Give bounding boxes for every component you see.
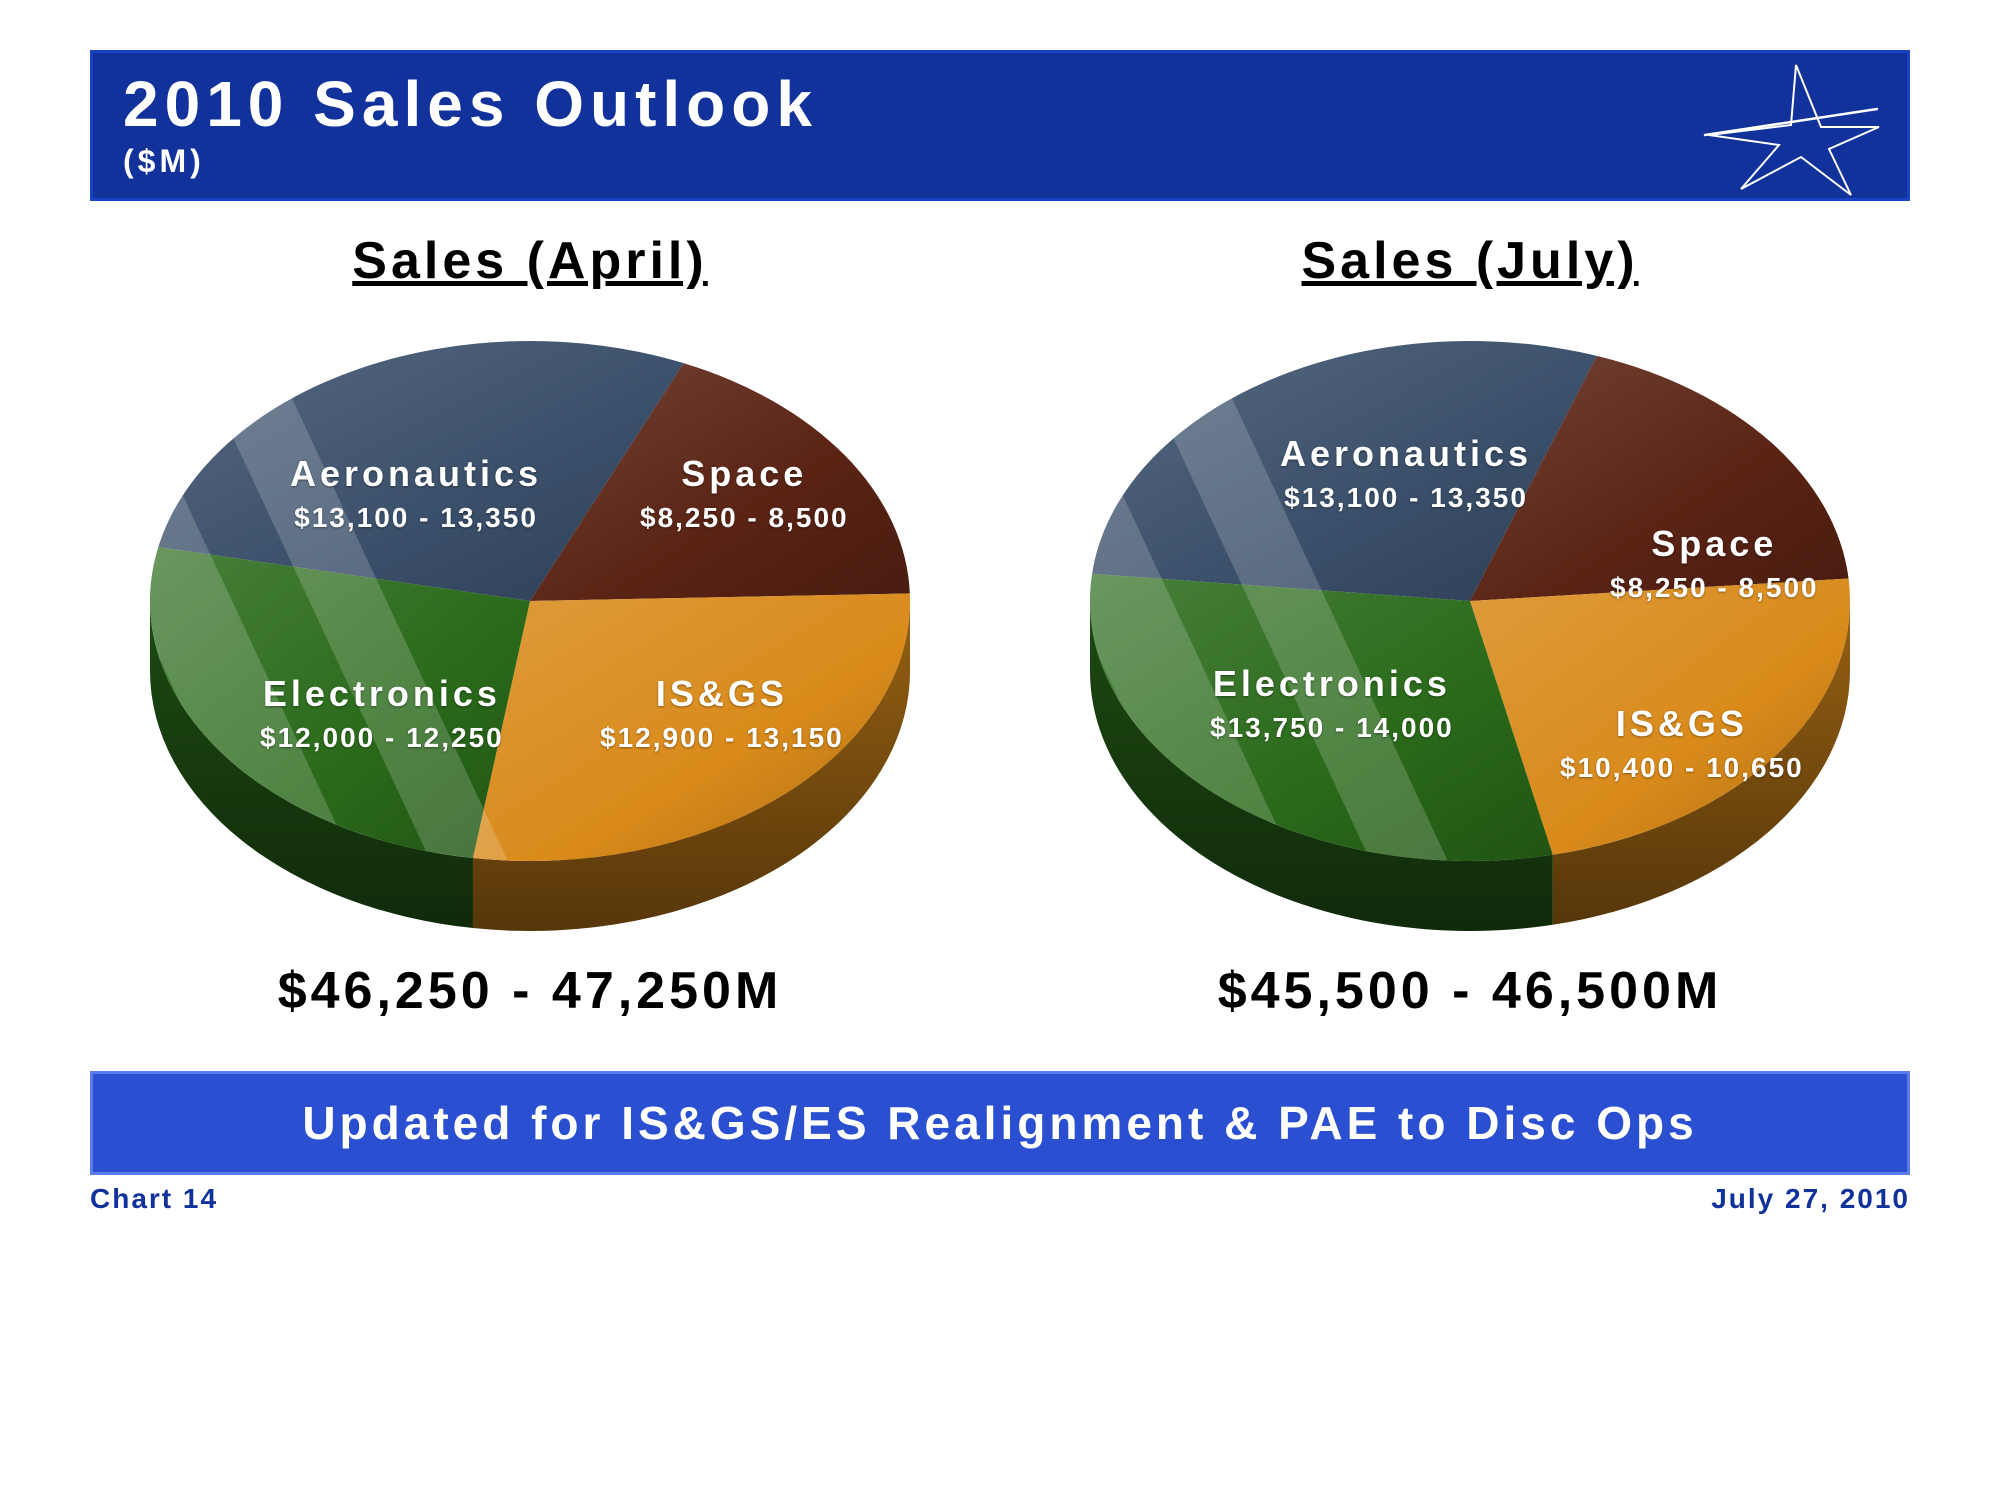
slice-value: $10,400 - 10,650 [1560, 750, 1804, 785]
slice-label: IS&GS $10,400 - 10,650 [1560, 701, 1804, 785]
slice-label: Electronics $13,750 - 14,000 [1210, 661, 1454, 745]
slice-label: IS&GS $12,900 - 13,150 [600, 671, 844, 755]
slice-value: $12,900 - 13,150 [600, 720, 844, 755]
chart-title-left: Sales (April) [110, 231, 950, 291]
slide-title: 2010 Sales Outlook [123, 67, 1877, 141]
chart-april: Sales (April) Aeronautics $13,100 - 13,35… [110, 231, 950, 1021]
footer-bar: Updated for IS&GS/ES Realignment & PAE t… [90, 1071, 1910, 1175]
slice-value: $8,250 - 8,500 [1610, 570, 1819, 605]
slide-subtitle: ($M) [123, 143, 1877, 180]
slide-date: July 27, 2010 [1711, 1183, 1910, 1215]
pie-chart-right: Aeronautics $13,100 - 13,350 Space $8,250 -… [1070, 301, 1870, 921]
slice-value: $13,100 - 13,350 [290, 500, 542, 535]
slide: 2010 Sales Outlook ($M) Sales (April) Ae… [0, 0, 2000, 1500]
slice-value: $12,000 - 12,250 [260, 720, 504, 755]
slice-name: Space [1610, 521, 1819, 566]
slice-name: Electronics [1210, 661, 1454, 706]
slice-value: $13,750 - 14,000 [1210, 710, 1454, 745]
chart-total-left: $46,250 - 47,250M [110, 961, 950, 1021]
slice-label: Space $8,250 - 8,500 [640, 451, 849, 535]
chart-july: Sales (July) Aeronautics $13,100 - 13,350… [1050, 231, 1890, 1021]
slice-name: IS&GS [1560, 701, 1804, 746]
slice-label: Space $8,250 - 8,500 [1610, 521, 1819, 605]
pie-chart-left: Aeronautics $13,100 - 13,350 Space $8,250 -… [130, 301, 930, 921]
slice-value: $8,250 - 8,500 [640, 500, 849, 535]
star-logo-icon [1701, 57, 1881, 197]
meta-row: Chart 14 July 27, 2010 [90, 1183, 1910, 1215]
slice-name: Space [640, 451, 849, 496]
slice-label: Electronics $12,000 - 12,250 [260, 671, 504, 755]
chart-total-right: $45,500 - 46,500M [1050, 961, 1890, 1021]
chart-title-right: Sales (July) [1050, 231, 1890, 291]
chart-number: Chart 14 [90, 1183, 218, 1215]
slice-name: Aeronautics [290, 451, 542, 496]
slice-name: Electronics [260, 671, 504, 716]
title-bar: 2010 Sales Outlook ($M) [90, 50, 1910, 201]
charts-row: Sales (April) Aeronautics $13,100 - 13,35… [90, 231, 1910, 1021]
slice-label: Aeronautics $13,100 - 13,350 [1280, 431, 1532, 515]
slice-value: $13,100 - 13,350 [1280, 480, 1532, 515]
slice-name: Aeronautics [1280, 431, 1532, 476]
slice-label: Aeronautics $13,100 - 13,350 [290, 451, 542, 535]
slice-name: IS&GS [600, 671, 844, 716]
